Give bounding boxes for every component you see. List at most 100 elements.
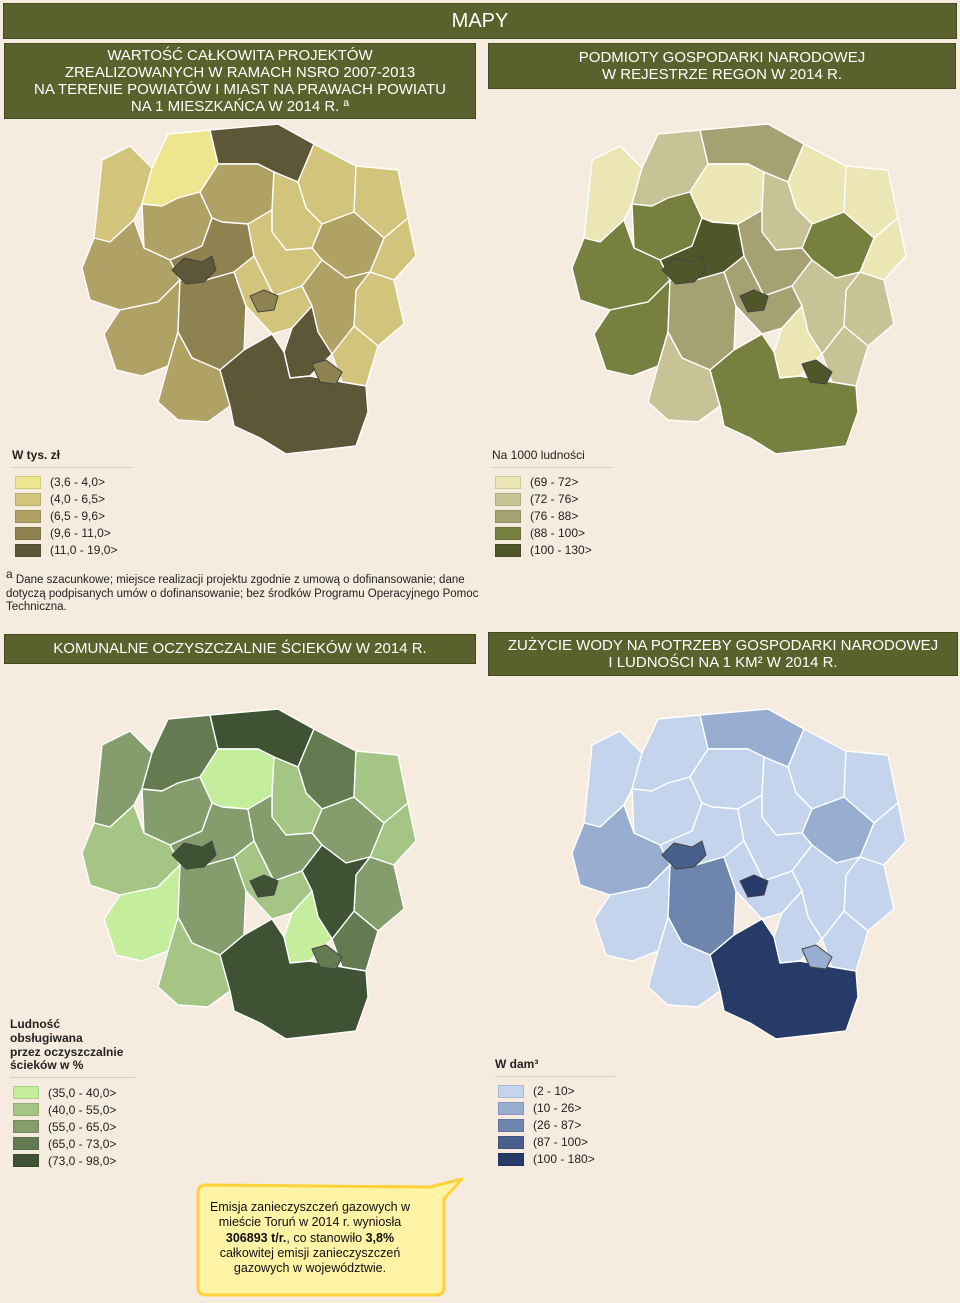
legend-label: (6,5 - 9,6> <box>50 509 106 524</box>
legend-label: (2 - 10> <box>533 1084 575 1099</box>
legend-label: (88 - 100> <box>530 526 586 541</box>
choropleth-map-regon <box>571 123 907 455</box>
legend-item: (11,0 - 19,0> <box>12 542 132 559</box>
legend-title-line: przez oczyszczalnie <box>10 1044 124 1059</box>
legend-item: (4,0 - 6,5> <box>12 491 132 508</box>
legend-title: Na 1000 ludności <box>492 448 612 468</box>
legend-label: (69 - 72> <box>530 475 579 490</box>
legend-swatch <box>498 1084 524 1098</box>
panel-title-regon: PODMIOTY GOSPODARKI NARODOWEJ W REJESTRZ… <box>488 43 956 89</box>
legend-item: (2 - 10> <box>495 1083 615 1100</box>
legend-label: (100 - 130> <box>530 543 592 558</box>
legend-wastewater: Ludność obsługiwana przez oczyszczalnie … <box>10 1017 135 1169</box>
city-region <box>311 944 343 970</box>
legend-label: (4,0 - 6,5> <box>50 492 106 507</box>
title-line: W REJESTRZE REGON W 2014 R. <box>601 66 843 83</box>
title-line: ZREALIZOWANYCH W RAMACH NSRO 2007-2013 <box>64 63 416 81</box>
legend-item: (26 - 87> <box>495 1117 615 1134</box>
legend-title: W tys. zł <box>12 448 132 468</box>
callout-line: całkowitej emisji zanieczyszczeń <box>219 1245 401 1260</box>
callout-bubble <box>196 1177 464 1297</box>
callout-line: 306893 t/r., co stanowiło 3,8% <box>200 1231 420 1246</box>
legend-label: (65,0 - 73,0> <box>48 1136 117 1151</box>
legend-item: (73,0 - 98,0> <box>10 1152 135 1169</box>
legend-label: (55,0 - 65,0> <box>48 1119 117 1134</box>
city-region <box>249 289 279 313</box>
legend-label: (9,6 - 11,0> <box>50 526 111 541</box>
legend-swatch <box>13 1137 39 1151</box>
legend-swatch <box>498 1101 524 1115</box>
legend-item: (65,0 - 73,0> <box>10 1135 135 1152</box>
title-line: NA 1 MIESZKAŃCA W 2014 R. ª <box>130 98 350 116</box>
city-region <box>801 359 833 385</box>
city-region <box>171 840 217 870</box>
county-region <box>219 333 369 455</box>
legend-swatch <box>13 1103 39 1117</box>
legend-item: (3,6 - 4,0> <box>12 474 132 491</box>
county-region <box>219 918 369 1040</box>
legend-swatch <box>495 543 521 557</box>
legend-label: (10 - 26> <box>533 1101 582 1116</box>
legend-title-line: ścieków w % <box>10 1058 84 1073</box>
choropleth-map-wastewater <box>81 708 417 1040</box>
city-region <box>311 359 343 385</box>
city-region <box>739 289 769 313</box>
legend-title: Ludność obsługiwana przez oczyszczalnie … <box>10 1017 135 1079</box>
legend-label: (35,0 - 40,0> <box>48 1085 117 1100</box>
legend-item: (55,0 - 65,0> <box>10 1118 135 1135</box>
emission-value: 306893 t/r. <box>225 1230 287 1245</box>
legend-item: (10 - 26> <box>495 1100 615 1117</box>
title-line: NA TERENIE POWIATÓW I MIAST NA PRAWACH P… <box>34 81 446 98</box>
legend-title: W dam³ <box>495 1057 615 1077</box>
legend-swatch <box>13 1086 39 1100</box>
legend-swatch <box>498 1152 524 1166</box>
title-line: PODMIOTY GOSPODARKI NARODOWEJ <box>578 48 866 66</box>
callout-line: gazowych w województwie. <box>233 1261 387 1275</box>
legend-label: (26 - 87> <box>533 1118 582 1133</box>
legend-label: (72 - 76> <box>530 492 579 507</box>
callout-text: Emisja zanieczyszczeń gazowych w mieście… <box>200 1200 420 1276</box>
city-region <box>661 255 707 285</box>
emission-share: 3,8% <box>365 1230 395 1245</box>
legend-label: (87 - 100> <box>533 1135 589 1150</box>
county-region <box>709 333 859 455</box>
legend-item: (9,6 - 11,0> <box>12 525 132 542</box>
legend-regon: Na 1000 ludności (69 - 72> (72 - 76> (76 -… <box>492 448 612 559</box>
footnote-text: Dane szacunkowe; miejsce realizacji proj… <box>6 573 479 614</box>
legend-item: (100 - 130> <box>492 542 612 559</box>
city-region <box>801 944 833 970</box>
footnote-marker: a <box>6 567 13 581</box>
legend-item: (40,0 - 55,0> <box>10 1101 135 1118</box>
legend-item: (35,0 - 40,0> <box>10 1084 135 1101</box>
title-line: KOMUNALNE OCZYSZCZALNIE ŚCIEKÓW W 2014 R… <box>53 640 427 658</box>
legend-label: (100 - 180> <box>533 1152 595 1167</box>
city-region <box>739 874 769 898</box>
legend-water-use: W dam³ (2 - 10> (10 - 26> (26 - 87> (87 - 1… <box>495 1057 615 1168</box>
panel-title-wastewater: KOMUNALNE OCZYSZCZALNIE ŚCIEKÓW W 2014 R… <box>4 634 476 664</box>
legend-item: (69 - 72> <box>492 474 612 491</box>
city-region <box>661 840 707 870</box>
legend-swatch <box>495 492 521 506</box>
legend-swatch <box>498 1118 524 1132</box>
legend-swatch <box>15 475 41 489</box>
callout-line: mieście Toruń w 2014 r. wyniosła <box>218 1215 402 1230</box>
panel-title-projects: WARTOŚĆ CAŁKOWITA PROJEKTÓW ZREALIZOWANY… <box>4 43 476 119</box>
legend-item: (87 - 100> <box>495 1134 615 1151</box>
legend-item: (6,5 - 9,6> <box>12 508 132 525</box>
legend-item: (76 - 88> <box>492 508 612 525</box>
callout-line: Emisja zanieczyszczeń gazowych w <box>209 1200 411 1214</box>
legend-swatch <box>13 1120 39 1134</box>
legend-projects: W tys. zł (3,6 - 4,0> (4,0 - 6,5> (6,5 - 9… <box>12 448 132 559</box>
legend-item: (88 - 100> <box>492 525 612 542</box>
legend-label: (11,0 - 19,0> <box>50 543 118 558</box>
callout-mid: , co stanowiło <box>286 1230 366 1245</box>
page-title: MAPY <box>451 9 509 32</box>
legend-title-line: obsługiwana <box>10 1030 83 1045</box>
panel-title-water-use: ZUŻYCIE WODY NA POTRZEBY GOSPODARKI NARO… <box>488 632 958 676</box>
legend-item: (72 - 76> <box>492 491 612 508</box>
legend-swatch <box>495 526 521 540</box>
city-region <box>171 255 217 285</box>
legend-swatch <box>15 526 41 540</box>
choropleth-map-water-use <box>571 708 907 1040</box>
choropleth-map-projects <box>81 123 417 455</box>
